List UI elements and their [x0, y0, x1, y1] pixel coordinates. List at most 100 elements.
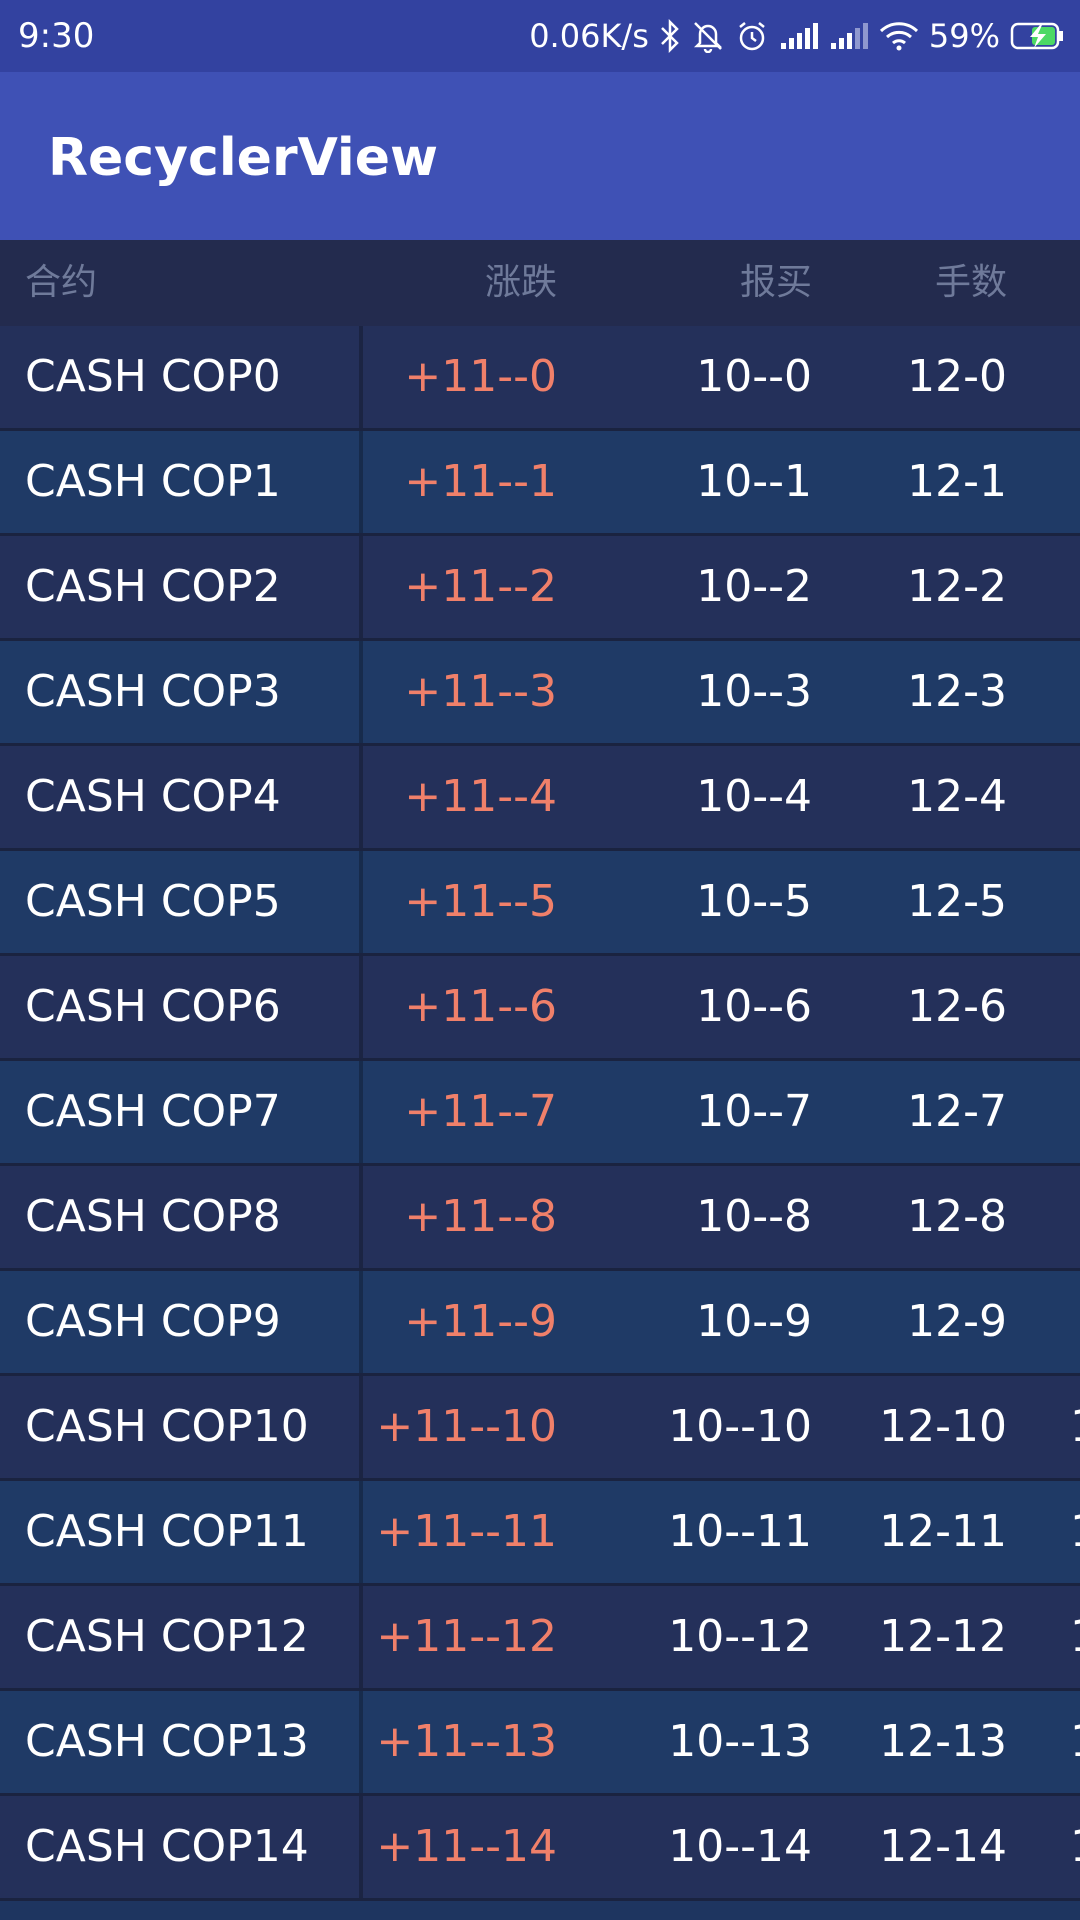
- contract-name: CASH COP12: [25, 1611, 309, 1662]
- status-bar: 9:30 0.06K/s 59%: [0, 0, 1080, 72]
- table-row[interactable]: CASH COP4 +11--4 10--4 12-4: [0, 746, 1080, 851]
- column-divider: [359, 1586, 363, 1688]
- signal-icon: [779, 14, 819, 58]
- column-divider: [359, 1061, 363, 1163]
- contract-name: CASH COP13: [25, 1716, 309, 1767]
- bid-value: 10--14: [668, 1821, 812, 1872]
- change-value: +11--5: [404, 876, 557, 927]
- change-value: +11--1: [404, 456, 557, 507]
- volume-value: 12-3: [907, 666, 1007, 717]
- table-row[interactable]: CASH COP8 +11--8 10--8 12-8: [0, 1166, 1080, 1271]
- bid-value: 10--10: [668, 1401, 812, 1452]
- table-row[interactable]: CASH COP11 +11--11 10--11 12-11 1: [0, 1481, 1080, 1586]
- overflow-value: 1: [1070, 1376, 1080, 1478]
- contract-list[interactable]: CASH COP0 +11--0 10--0 12-0 CASH COP1 +11--1 1…: [0, 326, 1080, 1920]
- column-divider: [359, 851, 363, 953]
- table-row[interactable]: CASH COP3 +11--3 10--3 12-3: [0, 641, 1080, 746]
- column-divider: [359, 1691, 363, 1793]
- contract-name: CASH COP8: [25, 1191, 281, 1242]
- table-row[interactable]: CASH COP13 +11--13 10--13 12-13 1: [0, 1691, 1080, 1796]
- app-title: RecyclerView: [48, 128, 439, 188]
- column-divider: [359, 641, 363, 743]
- mute-icon: [691, 14, 725, 58]
- table-row[interactable]: CASH COP10 +11--10 10--10 12-10 1: [0, 1376, 1080, 1481]
- column-divider: [359, 746, 363, 848]
- contract-name: CASH COP10: [25, 1401, 309, 1452]
- status-time: 9:30: [18, 16, 95, 56]
- table-row[interactable]: CASH COP1 +11--1 10--1 12-1: [0, 431, 1080, 536]
- change-value: +11--13: [376, 1716, 557, 1767]
- contract-name: CASH COP0: [25, 351, 281, 402]
- volume-value: 12-14: [879, 1821, 1007, 1872]
- change-value: +11--0: [404, 351, 557, 402]
- contract-name: CASH COP11: [25, 1506, 309, 1557]
- change-value: +11--6: [404, 981, 557, 1032]
- bid-value: 10--11: [668, 1506, 812, 1557]
- wifi-icon: [879, 14, 919, 58]
- app-bar: RecyclerView: [0, 72, 1080, 240]
- volume-value: 12-6: [907, 981, 1007, 1032]
- contract-name: CASH COP4: [25, 771, 281, 822]
- table-row[interactable]: CASH COP14 +11--14 10--14 12-14 1: [0, 1796, 1080, 1901]
- change-value: +11--8: [404, 1191, 557, 1242]
- column-divider: [359, 956, 363, 1058]
- column-divider: [359, 326, 363, 428]
- network-speed: 0.06K/s: [529, 17, 649, 55]
- header-bid: 报买: [739, 262, 812, 303]
- column-divider: [359, 1166, 363, 1268]
- volume-value: 12-4: [907, 771, 1007, 822]
- change-value: +11--10: [376, 1401, 557, 1452]
- bid-value: 10--3: [696, 666, 812, 717]
- column-divider: [359, 431, 363, 533]
- volume-value: 12-2: [907, 561, 1007, 612]
- table-row[interactable]: CASH COP2 +11--2 10--2 12-2: [0, 536, 1080, 641]
- change-value: +11--11: [376, 1506, 557, 1557]
- change-value: +11--4: [404, 771, 557, 822]
- change-value: +11--12: [376, 1611, 557, 1662]
- bid-value: 10--0: [696, 351, 812, 402]
- header-change: 涨跌: [484, 262, 557, 303]
- volume-value: 12-8: [907, 1191, 1007, 1242]
- bid-value: 10--1: [696, 456, 812, 507]
- change-value: +11--9: [404, 1296, 557, 1347]
- status-icons: 0.06K/s 59%: [529, 14, 1066, 58]
- header-contract: 合约: [25, 262, 98, 303]
- contract-name: CASH COP9: [25, 1296, 281, 1347]
- battery-percent: 59%: [928, 17, 1000, 55]
- bid-value: 10--2: [696, 561, 812, 612]
- volume-value: 12-11: [879, 1506, 1007, 1557]
- contract-name: CASH COP2: [25, 561, 281, 612]
- bid-value: 10--5: [696, 876, 812, 927]
- volume-value: 12-1: [907, 456, 1007, 507]
- volume-value: 12-10: [879, 1401, 1007, 1452]
- column-divider: [359, 1271, 363, 1373]
- battery-charging-icon: [1010, 14, 1066, 58]
- table-row[interactable]: CASH COP7 +11--7 10--7 12-7: [0, 1061, 1080, 1166]
- contract-name: CASH COP7: [25, 1086, 281, 1137]
- table-row[interactable]: CASH COP9 +11--9 10--9 12-9: [0, 1271, 1080, 1376]
- bid-value: 10--8: [696, 1191, 812, 1242]
- column-divider: [359, 1481, 363, 1583]
- column-divider: [359, 1796, 363, 1898]
- bid-value: 10--4: [696, 771, 812, 822]
- overflow-value: 1: [1070, 1586, 1080, 1688]
- signal-icon: [829, 14, 869, 58]
- change-value: +11--2: [404, 561, 557, 612]
- column-divider: [359, 536, 363, 638]
- table-row[interactable]: CASH COP5 +11--5 10--5 12-5: [0, 851, 1080, 956]
- table-row[interactable]: CASH COP6 +11--6 10--6 12-6: [0, 956, 1080, 1061]
- volume-value: 12-0: [907, 351, 1007, 402]
- alarm-icon: [735, 14, 769, 58]
- volume-value: 12-9: [907, 1296, 1007, 1347]
- change-value: +11--7: [404, 1086, 557, 1137]
- header-volume: 手数: [934, 262, 1007, 303]
- table-row[interactable]: CASH COP0 +11--0 10--0 12-0: [0, 326, 1080, 431]
- table-header: 合约 涨跌 报买 手数: [0, 240, 1080, 326]
- table-row[interactable]: CASH COP12 +11--12 10--12 12-12 1: [0, 1586, 1080, 1691]
- overflow-value: 1: [1070, 1481, 1080, 1583]
- bluetooth-icon: [659, 14, 681, 58]
- overflow-value: 1: [1070, 1691, 1080, 1793]
- volume-value: 12-12: [879, 1611, 1007, 1662]
- contract-name: CASH COP3: [25, 666, 281, 717]
- volume-value: 12-13: [879, 1716, 1007, 1767]
